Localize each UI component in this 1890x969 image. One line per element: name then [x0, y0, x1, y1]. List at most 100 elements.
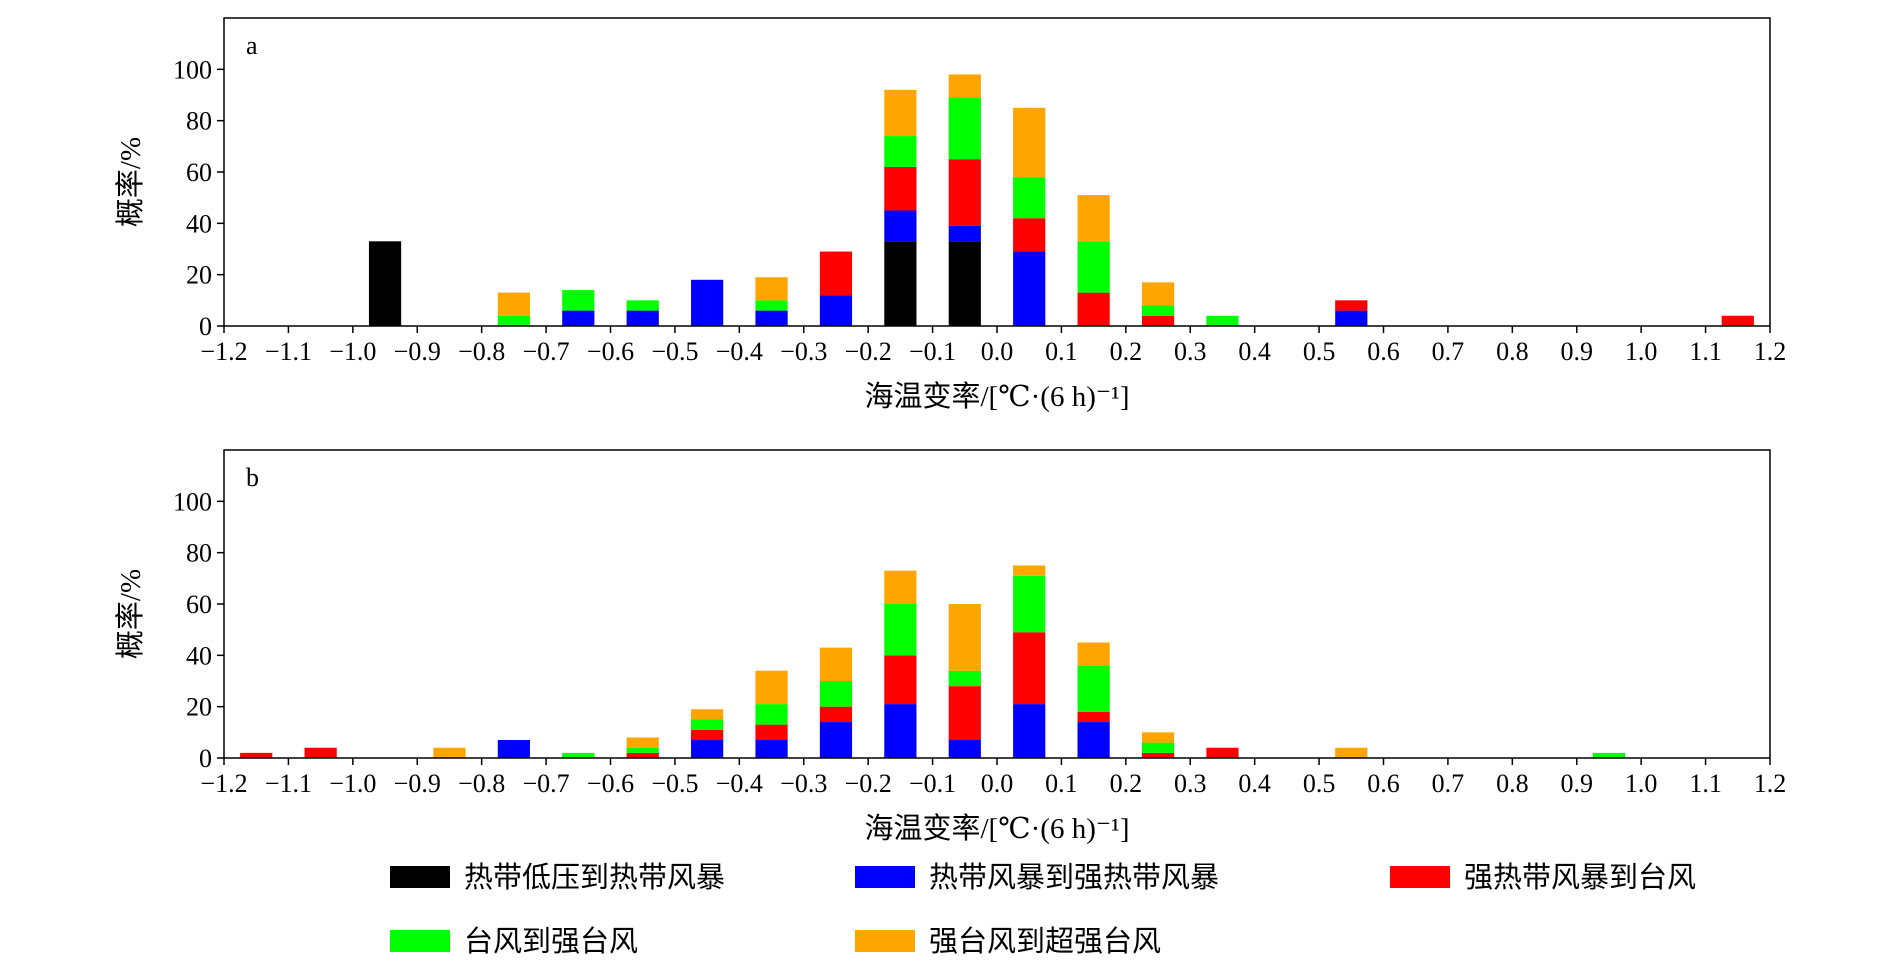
bar-a-s3-12	[1013, 177, 1046, 219]
bar-b-s4-6	[626, 737, 659, 748]
bar-b-s1-4	[497, 740, 530, 758]
x-tick-label: −0.7	[522, 769, 569, 798]
x-tick-label: 1.0	[1625, 337, 1658, 366]
x-tick-label: −0.4	[716, 769, 763, 798]
x-tick-label: 0.3	[1174, 769, 1207, 798]
chart-panel-b: 0 20 40 60 80 100 −1.2 −1.1 −1.0 −0.9 −0.8 −0.7 −0.6…	[114, 449, 1787, 845]
y-tick-label: 40	[186, 641, 212, 670]
bar-a-s4-11	[948, 74, 981, 98]
legend-item: 强热带风暴到台风	[1390, 861, 1696, 894]
bar-b-s2-8	[755, 724, 788, 741]
y-tick-label: 0	[199, 312, 212, 341]
legend-label: 热带低压到热带风暴	[464, 861, 725, 894]
bar-b-s1-11	[948, 740, 981, 758]
x-tick-label: 0.6	[1367, 769, 1400, 798]
bar-a-s1-7	[691, 279, 724, 326]
bar-a-s2-13	[1077, 292, 1110, 326]
bar-b-s4-9	[819, 647, 853, 681]
chart-panel-a: 0 20 40 60 80 100 −1.2 −1.1 −1.0 −0.9 −0.8 −0.7 −0.6…	[114, 17, 1787, 413]
bar-b-s1-9	[819, 722, 853, 758]
x-tick-label: 1.2	[1754, 769, 1787, 798]
x-tick-label: −0.6	[587, 769, 634, 798]
bar-a-s1-6	[626, 310, 659, 326]
bar-a-s3-10	[884, 136, 917, 167]
bar-a-s3-13	[1077, 241, 1110, 293]
bar-b-s2-7	[691, 729, 724, 741]
bar-b-s3-8	[755, 704, 788, 725]
x-tick-label: 0.1	[1045, 337, 1078, 366]
x-tick-label: −0.9	[394, 769, 441, 798]
x-tick-label: −1.1	[265, 769, 312, 798]
x-tick-label: 0.7	[1432, 769, 1465, 798]
x-tick-label: 0.5	[1303, 769, 1336, 798]
bar-a-s1-10	[884, 210, 917, 242]
x-tick-label: 0.2	[1110, 769, 1143, 798]
bar-a-s2-9	[819, 251, 853, 296]
y-tick-label: 60	[186, 590, 212, 619]
x-tick-label: 0.8	[1496, 769, 1529, 798]
x-tick-label: 1.0	[1625, 769, 1658, 798]
bar-a-s2-17	[1335, 300, 1368, 311]
bar-b-s4-14	[1141, 732, 1175, 743]
plot-frame	[223, 17, 1771, 327]
legend-label: 热带风暴到强热带风暴	[929, 861, 1219, 894]
x-tick-label: −0.8	[458, 337, 505, 366]
x-tick-label: 0.0	[981, 769, 1014, 798]
bar-b-s3-12	[1013, 575, 1046, 633]
x-tick-label: −1.2	[200, 769, 247, 798]
y-axis-title: 概率/%	[114, 569, 147, 659]
x-tick-label: −0.9	[394, 337, 441, 366]
bar-a-s1-17	[1335, 310, 1368, 326]
bar-b-s4-10	[884, 570, 917, 604]
x-tick-label: 0.1	[1045, 769, 1078, 798]
bar-a-s1-5	[562, 310, 595, 326]
bar-a-s4-10	[884, 89, 917, 137]
x-tick-label: −0.1	[909, 337, 956, 366]
bar-a-s0-10	[884, 241, 917, 326]
x-tick-label: −0.6	[587, 337, 634, 366]
bar-a-s4-14	[1141, 282, 1175, 306]
bar-a-s1-8	[755, 310, 788, 326]
bar-b-s4-13	[1077, 642, 1110, 666]
bar-b-s3-10	[884, 604, 917, 656]
legend-swatch	[855, 930, 915, 952]
plot-frame	[223, 449, 1771, 759]
x-axis-title: 海温变率/[℃·(6 h)⁻¹]	[864, 812, 1129, 845]
legend-item: 热带风暴到强热带风暴	[855, 861, 1219, 894]
x-tick-label: 0.5	[1303, 337, 1336, 366]
x-tick-label: 0.9	[1561, 769, 1594, 798]
bar-a-s3-11	[948, 97, 981, 160]
x-tick-label: 0.3	[1174, 337, 1207, 366]
legend-item: 强台风到超强台风	[855, 925, 1161, 958]
y-tick-label: 20	[186, 693, 212, 722]
x-tick-label: 1.2	[1754, 337, 1787, 366]
x-tick-label: −0.2	[845, 769, 892, 798]
y-tick-label: 100	[173, 55, 212, 84]
legend-swatch	[1390, 866, 1450, 888]
bar-b-s2-11	[948, 686, 981, 741]
x-tick-label: −0.8	[458, 769, 505, 798]
legend-label: 强热带风暴到台风	[1464, 861, 1696, 894]
bar-b-s3-13	[1077, 665, 1110, 712]
y-tick-label: 0	[199, 744, 212, 773]
y-axis: 0 20 40 60 80 100	[173, 487, 224, 773]
bar-a-s3-5	[562, 290, 595, 311]
legend-item: 热带低压到热带风暴	[390, 861, 725, 894]
bar-b-s4-17	[1335, 747, 1368, 758]
legend-label: 台风到强台风	[464, 925, 638, 958]
bar-b-s3-21	[1592, 752, 1626, 758]
x-axis-title: 海温变率/[℃·(6 h)⁻¹]	[864, 380, 1129, 413]
y-tick-label: 40	[186, 209, 212, 238]
bar-b-s4-11	[948, 604, 981, 671]
bar-a-s3-6	[626, 300, 659, 311]
x-tick-label: −1.0	[329, 769, 376, 798]
bar-b-s2-13	[1077, 711, 1110, 723]
legend-swatch	[855, 866, 915, 888]
bar-b-s3-5	[562, 752, 595, 758]
legend-item: 台风到强台风	[390, 925, 638, 958]
y-axis: 0 20 40 60 80 100	[173, 55, 224, 341]
bar-a-s0-11	[948, 241, 981, 326]
bar-a-s1-9	[819, 295, 853, 326]
x-tick-label: 0.7	[1432, 337, 1465, 366]
